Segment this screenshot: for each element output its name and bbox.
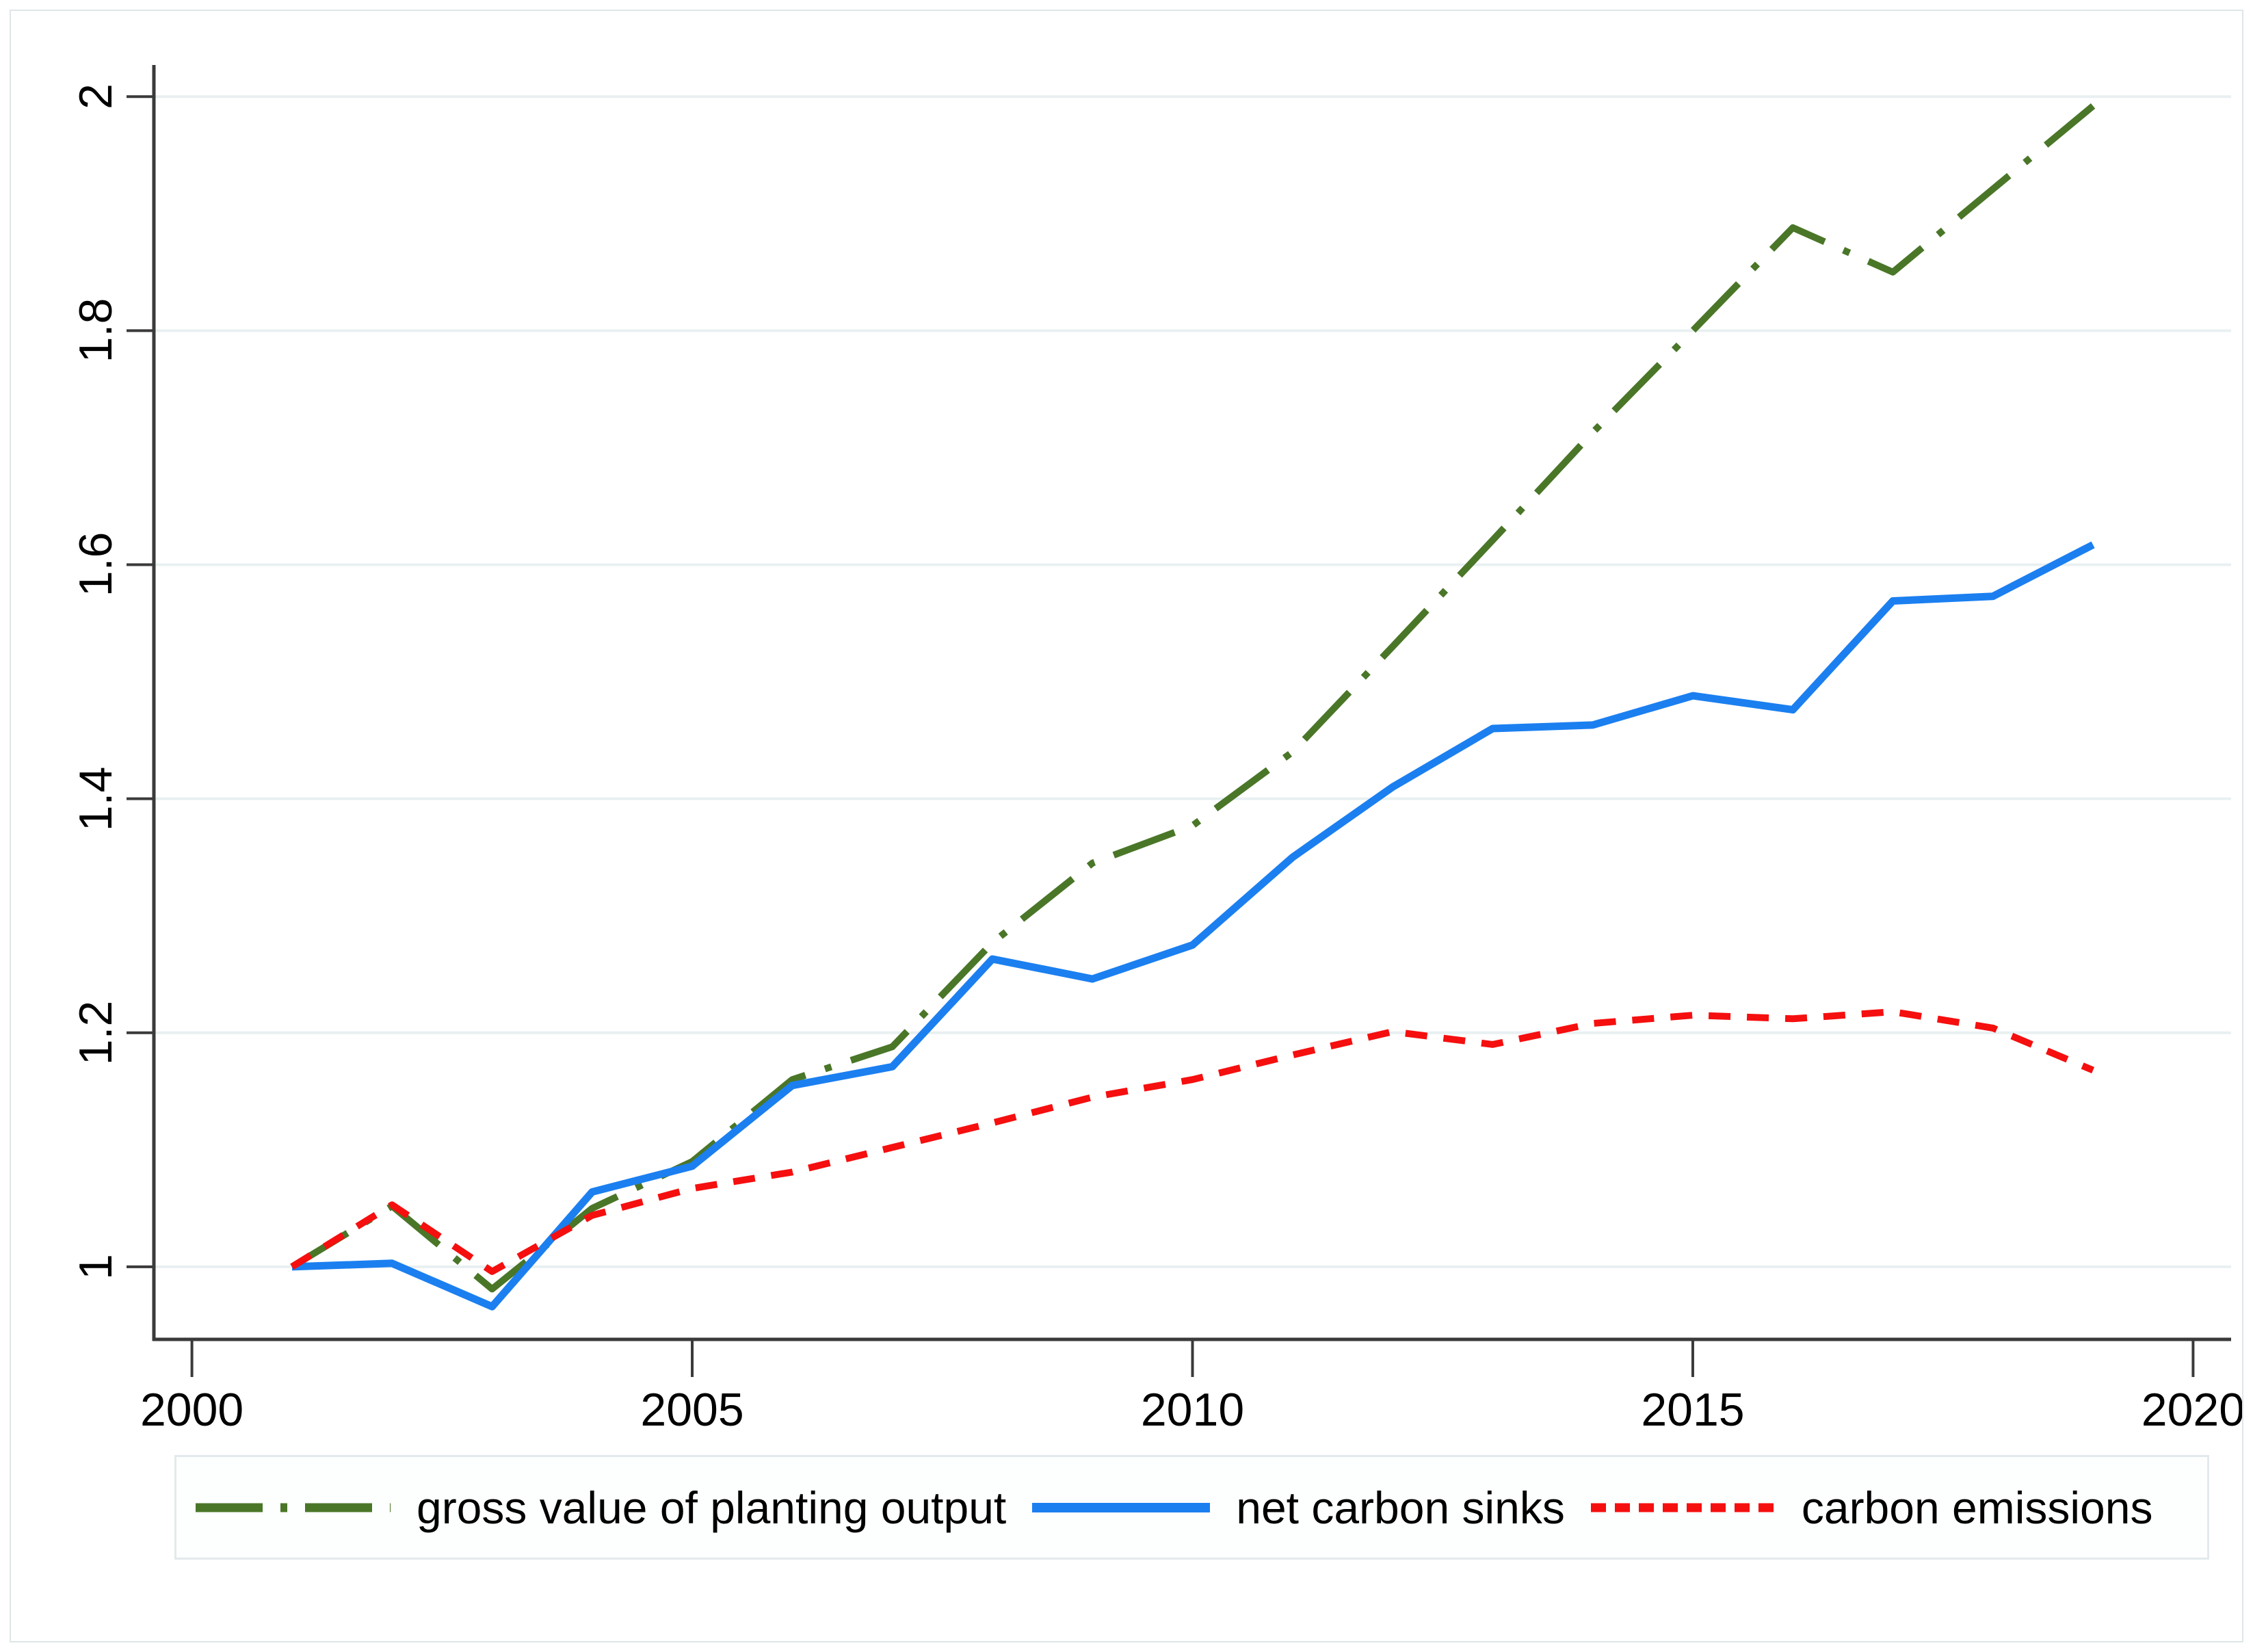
x-tick-label: 2005 [640, 1384, 744, 1436]
legend-sample-net-carbon-sinks-line [1032, 1502, 1211, 1512]
y-tick-label: 1.8 [70, 298, 122, 363]
y-tick-label: 1.2 [70, 1000, 122, 1066]
legend-sample-carbon-emissions-line [1590, 1503, 1776, 1512]
x-tick-label: 2010 [1140, 1384, 1245, 1436]
legend-sample-gross-value-line [196, 1503, 391, 1512]
y-tick-label: 1.4 [70, 766, 122, 831]
legend-label-gross-value: gross value of planting output [417, 1482, 1007, 1533]
legend: gross value of planting output net carbo… [174, 1455, 2209, 1560]
series-line-gross-value [290, 103, 2096, 1293]
legend-label-net-carbon-sinks: net carbon sinks [1236, 1482, 1565, 1533]
x-tick-label: 2015 [1641, 1384, 1745, 1436]
y-tick-label: 2 [70, 83, 122, 110]
x-tick-label: 2000 [140, 1384, 244, 1436]
series-line-carbon-emissions [290, 1008, 2095, 1275]
legend-label-carbon-emissions: carbon emissions [1801, 1482, 2153, 1533]
series-line-net-carbon-sinks [291, 541, 2095, 1311]
x-tick-label: 2020 [2141, 1384, 2245, 1436]
y-tick-label: 1 [70, 1254, 122, 1280]
y-tick-label: 1.6 [70, 532, 122, 597]
